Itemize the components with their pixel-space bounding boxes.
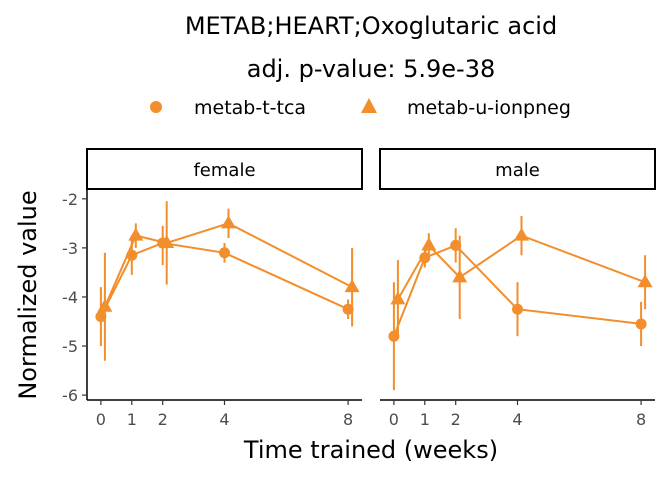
data-point-triangle	[390, 291, 406, 305]
data-point-circle	[512, 303, 523, 315]
x-tick-label: 4	[219, 410, 229, 429]
facet-strip-male-box	[379, 148, 656, 190]
data-point-circle	[419, 252, 431, 264]
x-tick-label: 4	[512, 410, 522, 429]
data-point-triangle	[159, 234, 175, 248]
data-point-triangle	[344, 279, 360, 293]
x-tick-label: 2	[451, 410, 461, 429]
x-tick-label: 8	[343, 410, 353, 429]
facet-label-female: female	[193, 160, 255, 181]
data-point-triangle	[421, 237, 437, 251]
data-point-triangle	[514, 227, 529, 241]
facet-strip-female-box	[86, 148, 363, 190]
y-tick-label: -5	[62, 337, 78, 356]
x-tick-label: 2	[158, 410, 168, 429]
data-point-circle	[388, 330, 400, 342]
legend-label-circle: metab-t-tca	[194, 97, 306, 119]
data-point-triangle	[97, 298, 113, 312]
data-point-triangle	[452, 269, 468, 283]
x-axis-title: Time trained (weeks)	[243, 436, 498, 464]
x-tick-label: 0	[96, 410, 106, 429]
panel-male	[388, 215, 653, 391]
facet-strip-female: female	[86, 148, 363, 190]
data-point-circle	[95, 311, 107, 323]
x-tick-label: 0	[389, 410, 399, 429]
data-point-triangle	[128, 227, 144, 241]
legend-label-triangle: metab-u-ionpneg	[407, 97, 571, 119]
legend: metab-t-tca metab-u-ionpneg	[150, 97, 571, 119]
y-axis-title: Normalized value	[14, 190, 42, 399]
x-tick-label: 1	[420, 410, 430, 429]
chart-title: METAB;HEART;Oxoglutaric acid	[185, 12, 557, 40]
legend-circle-marker	[150, 101, 162, 113]
data-point-circle	[219, 247, 230, 259]
data-point-triangle	[221, 215, 236, 229]
y-tick-label: -2	[62, 190, 78, 209]
x-tick-label: 8	[636, 410, 646, 429]
data-marks	[95, 201, 653, 391]
panel-female	[95, 201, 360, 361]
data-point-triangle	[637, 274, 653, 288]
facet-label-male: male	[495, 160, 540, 181]
y-ticks: -2 -3 -4 -5 -6	[62, 190, 87, 405]
y-tick-label: -4	[62, 288, 78, 307]
x-ticks: 0 1 2 4 8 0 1 2 4 8	[96, 400, 646, 429]
y-tick-label: -3	[62, 239, 78, 258]
legend-triangle-marker	[361, 98, 377, 113]
y-tick-label: -6	[62, 386, 78, 405]
data-point-circle	[342, 303, 354, 315]
x-tick-label: 1	[127, 410, 137, 429]
data-point-circle	[450, 239, 462, 251]
data-point-circle	[635, 318, 647, 330]
facet-strip-male: male	[379, 148, 656, 190]
chart-subtitle: adj. p-value: 5.9e-38	[247, 55, 496, 83]
